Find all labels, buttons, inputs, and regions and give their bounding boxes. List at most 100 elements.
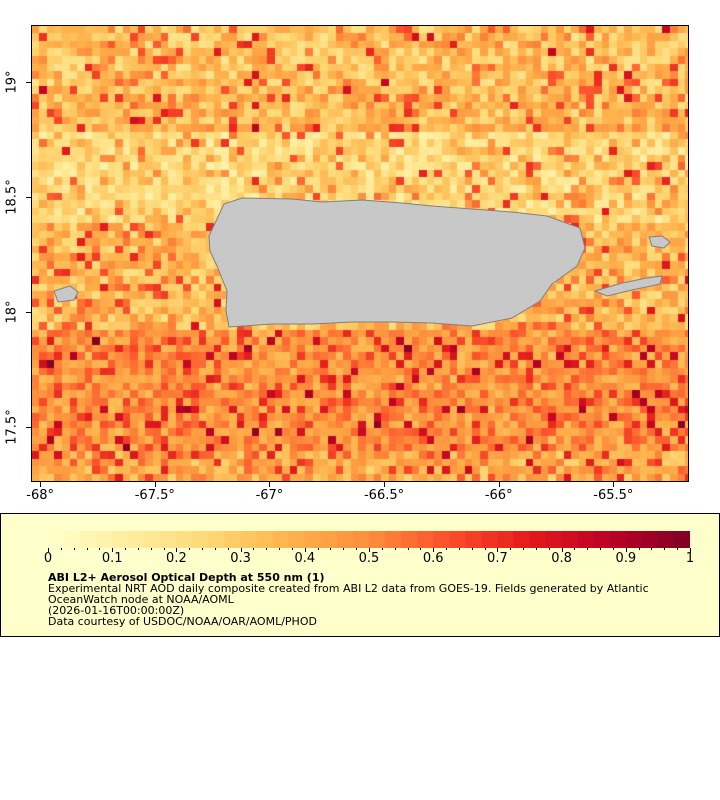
colorbar-tick [356,548,358,550]
colorbar-tick [535,548,537,550]
colorbar-tick [125,548,127,550]
puerto-rico-land [208,197,586,328]
colorbar-tick [484,548,486,550]
colorbar-segment [369,531,386,548]
colorbar-tick [458,548,460,550]
y-tick [26,312,31,314]
y-tick [26,426,31,428]
colorbar-segment [561,531,579,548]
colorbar-tick [600,548,602,550]
colorbar-segment [240,531,258,548]
colorbar-segment [609,531,627,548]
colorbar-segment [401,531,418,548]
mona-land [53,285,79,303]
colorbar-segment [112,531,129,548]
colorbar-segment [417,531,434,548]
colorbar-segment [641,531,659,548]
colorbar-tick [266,548,268,550]
y-tick [26,82,31,84]
colorbar-tick [407,548,409,550]
colorbar-segment [272,531,290,548]
colorbar-tick [214,548,216,550]
colorbar-segment [529,531,547,548]
colorbar-tick [561,548,563,552]
y-tick [26,197,31,199]
colorbar-tick [73,548,75,550]
colorbar-tick [240,548,242,552]
colorbar-segment [144,531,161,548]
colorbar-tick [574,548,576,550]
colorbar-tick [369,548,370,552]
x-tick [613,482,615,487]
colorbar-tick-label: 0.1 [101,551,123,566]
colorbar-segment [336,531,354,548]
colorbar-tick [279,548,281,550]
legend-time: (2026-01-16T00:00:00Z) [48,604,185,617]
colorbar-tick [60,548,62,550]
colorbar-segment [224,531,242,548]
colorbar-tick [189,548,191,550]
colorbar-tick [625,548,627,552]
colorbar-segment [545,531,563,548]
colorbar-tick [471,548,473,550]
colorbar-tick [343,548,345,550]
colorbar-segment [64,531,81,548]
colorbar-segment [160,531,177,548]
colorbar-tick [446,548,448,550]
colorbar-tick [253,548,255,550]
colorbar-tick [48,548,49,552]
colorbar-tick [330,548,332,550]
legend-description-2: OceanWatch node at NOAA/AOML [48,593,234,606]
colorbar-segment [673,531,690,548]
colorbar-tick-label: 0.4 [294,551,316,566]
colorbar-tick [176,548,178,552]
x-tick-label: -67° [255,488,284,503]
x-tick [384,482,386,487]
y-tick-label: 18.5° [4,179,20,215]
x-tick-label: -67.5° [134,488,175,503]
aod-map [31,25,689,482]
colorbar-tick [291,548,293,550]
colorbar-tick [394,548,396,550]
colorbar-segment [449,531,466,548]
legend-title: ABI L2+ Aerosol Optical Depth at 550 nm … [48,571,325,584]
x-tick [154,482,156,487]
x-tick-label: -68° [26,488,55,503]
colorbar [48,531,690,548]
colorbar-tick [202,548,204,550]
colorbar-tick [137,548,139,550]
colorbar-tick [651,548,653,550]
colorbar-tick [677,548,679,550]
colorbar-segment [513,531,530,548]
colorbar-tick-label: 0.8 [551,551,572,566]
x-tick-label: -65.5° [593,488,634,503]
colorbar-tick [317,548,319,550]
colorbar-tick [150,548,152,550]
x-tick [498,482,500,487]
colorbar-tick [548,548,550,550]
colorbar-segment [192,531,209,548]
colorbar-tick [523,548,525,550]
colorbar-segment [80,531,97,548]
colorbar-segment [208,531,226,548]
colorbar-tick [112,548,114,552]
x-tick-label: -66° [484,488,513,503]
colorbar-tick [99,548,101,550]
colorbar-tick [304,548,306,552]
colorbar-tick [420,548,422,550]
colorbar-tick [86,548,88,550]
culebra-land [648,235,671,249]
colorbar-tick [587,548,589,550]
colorbar-tick-label: 0.9 [615,551,637,566]
y-tick-label: 17.5° [4,409,20,445]
legend-panel: 0 0.1 0.2 0.3 0.4 0.5 0.6 0.7 0.8 0.9 1 ABI L2+ Ae… [0,513,720,637]
colorbar-tick-label: 0 [43,551,53,566]
colorbar-tick [497,548,499,552]
colorbar-tick-label: 0.5 [358,551,380,566]
y-tick-label: 19° [4,70,20,94]
colorbar-segment [176,531,193,548]
legend-credit: Data courtesy of USDOC/NOAA/OAR/AOML/PHO… [48,615,317,628]
colorbar-tick [638,548,640,550]
colorbar-tick-label: 0.2 [166,551,187,566]
colorbar-tick [664,548,666,550]
